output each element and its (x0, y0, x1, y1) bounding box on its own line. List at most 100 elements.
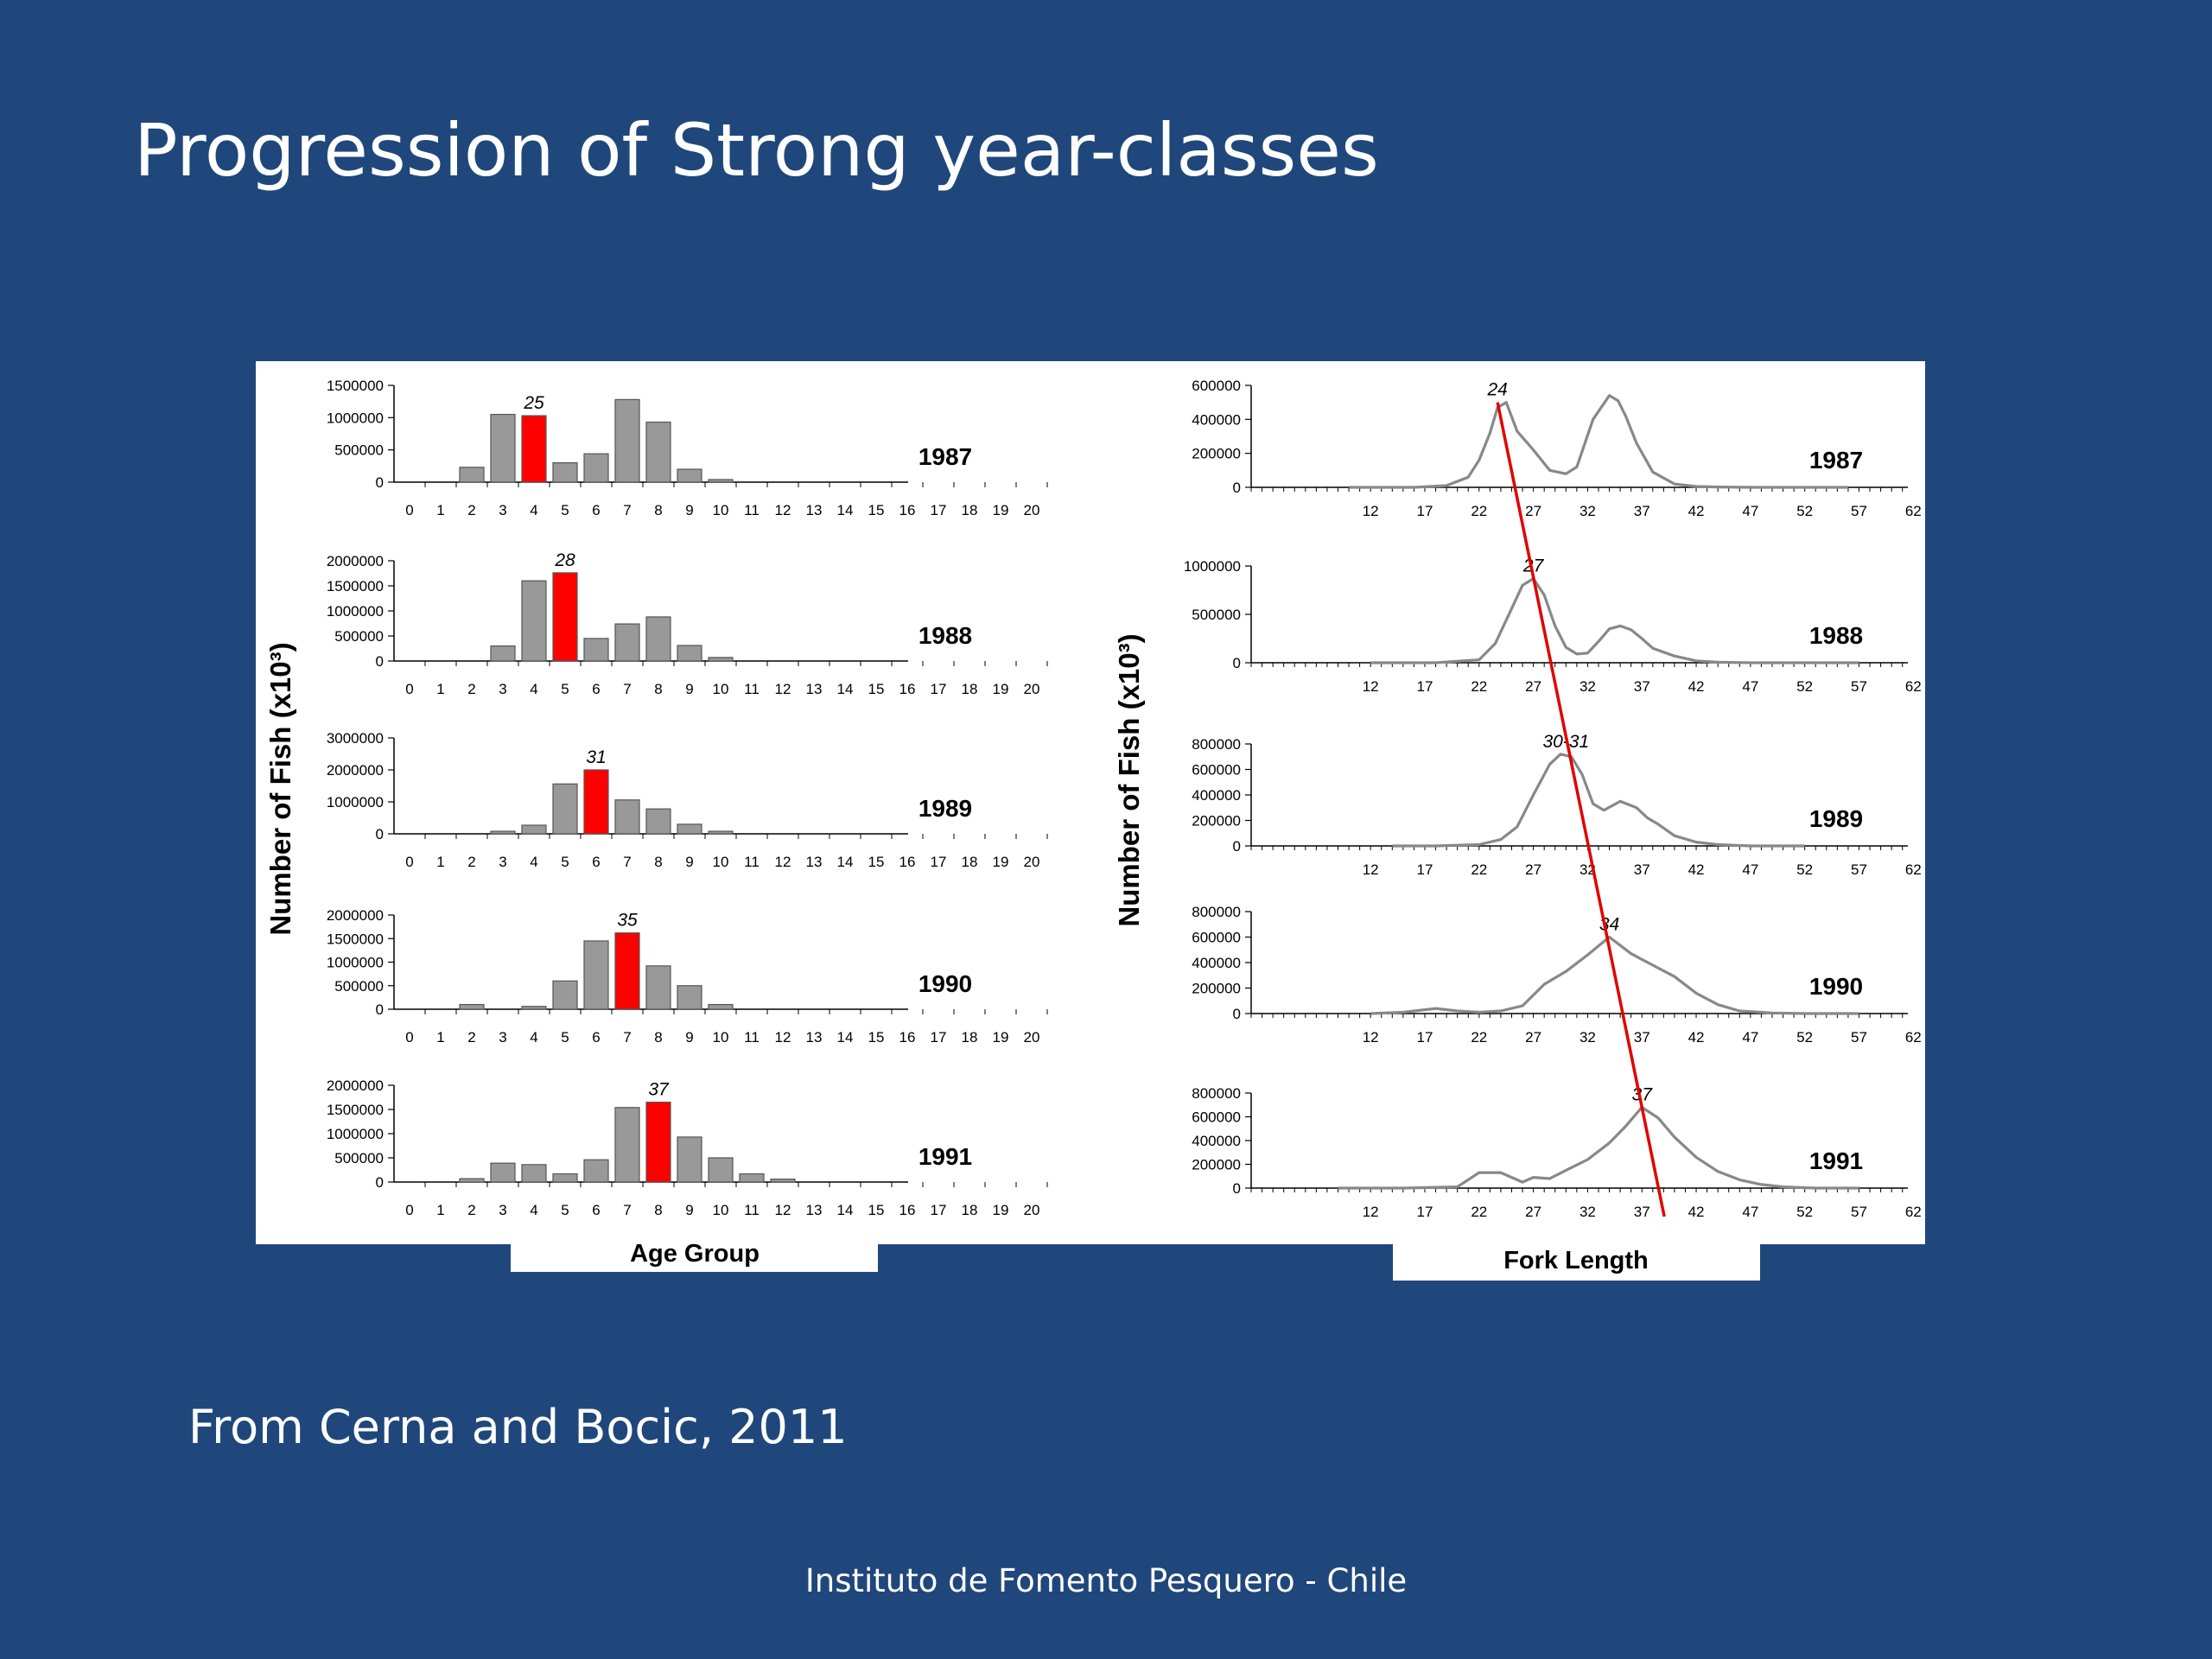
bar (583, 940, 609, 1010)
y-tick-label: 400000 (1192, 787, 1241, 804)
bar (614, 398, 640, 483)
year-label: 1989 (1809, 805, 1863, 832)
x-tick-label: 17 (1417, 861, 1433, 878)
x-tick-label: 47 (1742, 1029, 1758, 1046)
x-tick-label: 47 (1742, 678, 1758, 695)
x-tick-label: 4 (530, 1202, 537, 1218)
x-tick-label: 12 (775, 1202, 791, 1218)
y-tick-label: 1000000 (327, 1126, 384, 1142)
year-label: 1990 (1809, 973, 1863, 1000)
year-label: 1990 (918, 970, 972, 997)
x-tick-label: 11 (744, 1029, 760, 1046)
figure-background (256, 361, 1925, 1244)
y-tick-label: 1000000 (327, 955, 384, 971)
bar (677, 1136, 702, 1183)
y-tick-label: 200000 (1192, 813, 1241, 830)
length-panel-1987: 600000 400000 200000 0 12 17 22 27 32 37 42 47 52 57 6… (1192, 378, 1921, 519)
x-tick-label: 62 (1905, 503, 1922, 519)
x-tick-label: 4 (530, 1029, 537, 1046)
x-tick-label: 9 (685, 1202, 693, 1218)
x-tick-label: 57 (1851, 678, 1867, 695)
year-label: 1987 (918, 443, 972, 470)
bar (708, 1003, 734, 1010)
x-tick-label: 62 (1905, 1204, 1922, 1220)
x-tick-label: 22 (1471, 503, 1487, 519)
x-tick-label: 1 (436, 1202, 444, 1218)
x-tick-label: 22 (1471, 1204, 1487, 1220)
x-tick-label: 5 (561, 854, 569, 870)
y-tick-label: 2000000 (327, 907, 384, 924)
x-tick-label: 15 (868, 1029, 885, 1046)
fork-length-label-box (1393, 1243, 1760, 1281)
x-tick-label: 3 (499, 502, 506, 518)
cohort-trend-line (1496, 402, 1666, 1217)
highlight-bar (645, 1101, 671, 1183)
x-tick-label: 1 (436, 854, 444, 870)
bar (552, 461, 578, 483)
x-tick-label: 16 (899, 502, 916, 518)
y-tick-label: 0 (376, 653, 384, 670)
bar (490, 645, 516, 662)
length-frequency-line (1370, 577, 1859, 664)
bar (614, 799, 640, 835)
x-tick-label: 42 (1688, 1204, 1705, 1220)
length-x-axis-label: Fork Length (1503, 1247, 1649, 1274)
x-tick-label: 15 (868, 681, 885, 697)
y-tick-label: 1000000 (327, 794, 384, 810)
bar (739, 1173, 765, 1183)
cohort-annotation: 37 (1632, 1085, 1654, 1105)
x-tick-label: 12 (775, 502, 791, 518)
trend-line (1496, 402, 1666, 1217)
length-panel-1988: 1000000 500000 0 12 17 22 27 32 37 42 47 52 57 62 27 19… (1184, 556, 1922, 695)
x-tick-label: 32 (1580, 1204, 1596, 1220)
x-tick-label: 8 (654, 681, 662, 697)
x-tick-label: 12 (1363, 861, 1379, 878)
bar (583, 638, 609, 662)
x-tick-label: 20 (1024, 681, 1040, 697)
bar (708, 479, 734, 483)
x-tick-label: 16 (899, 1202, 916, 1218)
citation: From Cerna and Bocic, 2011 (188, 1400, 848, 1454)
x-tick-label: 22 (1471, 1029, 1487, 1046)
x-tick-label: 42 (1688, 503, 1705, 519)
x-tick-label: 9 (685, 502, 693, 518)
x-tick-label: 18 (962, 854, 978, 870)
highlight-bar (552, 572, 578, 662)
cohort-annotation: 31 (586, 747, 606, 767)
x-tick-label: 47 (1742, 503, 1758, 519)
x-tick-label: 1 (436, 1029, 444, 1046)
x-tick-label: 12 (775, 681, 791, 697)
x-tick-label: 62 (1905, 678, 1922, 695)
length-y-axis-label: Number of Fish (x10³) (1113, 633, 1145, 926)
x-tick-label: 0 (405, 502, 413, 518)
y-tick-label: 0 (376, 1001, 384, 1018)
y-tick-label: 1500000 (327, 578, 384, 594)
y-tick-label: 1000000 (1184, 558, 1241, 575)
x-tick-label: 37 (1634, 1204, 1650, 1220)
x-tick-label: 42 (1688, 1029, 1705, 1046)
y-tick-label: 0 (1233, 838, 1241, 855)
y-tick-label: 0 (1233, 1180, 1241, 1197)
y-tick-label: 2000000 (327, 762, 384, 779)
x-tick-label: 17 (1417, 503, 1433, 519)
year-label: 1991 (1809, 1147, 1863, 1174)
y-tick-label: 1000000 (327, 410, 384, 426)
year-label: 1988 (918, 622, 972, 649)
x-tick-label: 10 (713, 681, 729, 697)
length-frequency-line (1392, 753, 1805, 848)
x-tick-label: 1 (436, 502, 444, 518)
bar (490, 413, 516, 483)
x-tick-label: 32 (1580, 1029, 1596, 1046)
y-tick-label: 1000000 (327, 603, 384, 620)
y-tick-label: 600000 (1192, 762, 1241, 779)
y-tick-label: 1500000 (327, 931, 384, 947)
x-tick-label: 0 (405, 681, 413, 697)
bar (677, 645, 702, 662)
highlight-bar (583, 769, 609, 835)
bar (614, 1107, 640, 1183)
x-tick-label: 11 (744, 854, 760, 870)
x-tick-label: 12 (1363, 678, 1379, 695)
